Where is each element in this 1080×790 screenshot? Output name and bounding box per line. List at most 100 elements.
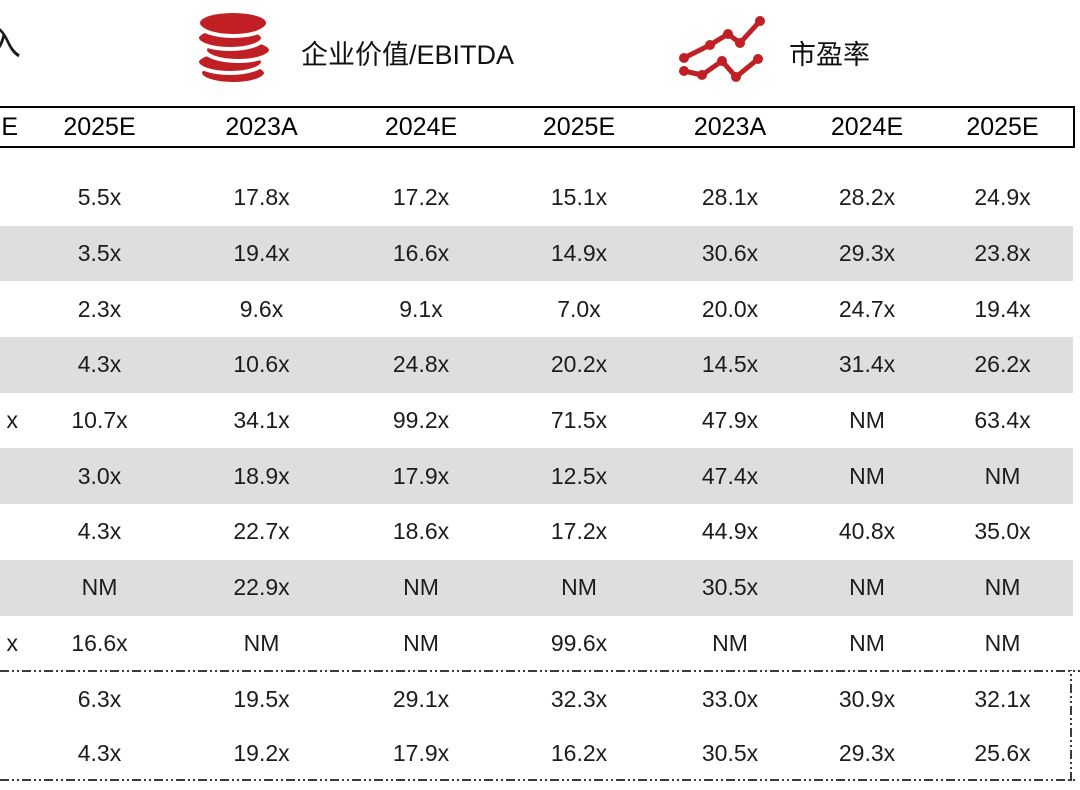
table-cell: 63.4x (974, 407, 1031, 434)
table-cell: 18.9x (233, 462, 290, 489)
table-cell: 5.5x (77, 184, 122, 211)
table-cell: NM (984, 462, 1021, 489)
table-cell: NM (403, 629, 439, 656)
table-cell: 16.6x (71, 629, 128, 656)
column-header: 2025E (966, 112, 1039, 141)
table-cell: 99.6x (550, 629, 608, 656)
column-header: 2024E (384, 112, 458, 141)
table-cell: 33.0x (701, 685, 759, 712)
table-cell: 32.1x (974, 685, 1031, 712)
table-cell: 31.4x (838, 351, 896, 378)
table-cell: 17.9x (392, 462, 450, 489)
table-cell: 24.9x (974, 184, 1031, 211)
dashed-border-right (1070, 670, 1072, 781)
table-cell: 9.1x (399, 295, 443, 322)
table-cell: 14.9x (550, 240, 608, 267)
table-cell: NM (243, 629, 280, 656)
table-cell: 9.6x (239, 295, 284, 322)
line-chart-icon (679, 16, 765, 82)
table-cell: 16.2x (550, 739, 608, 766)
table-row: 4.3x 19.2x 17.9x 16.2x 30.5x 29.3x 25.6x (0, 726, 1073, 780)
table-cell: 17.9x (392, 739, 450, 766)
table-cell: 32.3x (550, 685, 608, 712)
table-row: 3.5x 19.4x 16.6x 14.9x 30.6x 29.3x 23.8x (0, 225, 1073, 282)
table-cell: 99.2x (392, 407, 450, 434)
row-shade-band (0, 337, 1073, 393)
table-cell: NM (984, 574, 1021, 601)
table-cell: NM (849, 407, 885, 434)
table-cell: 2.3x (77, 295, 122, 322)
table-cell: 12.5x (550, 462, 608, 489)
table-cell: 4.3x (77, 518, 122, 545)
table-cell: 28.1x (701, 184, 759, 211)
table-cell: NM (984, 629, 1021, 656)
table-cell: 30.5x (701, 739, 759, 766)
column-header: 2024E (830, 112, 904, 141)
table-cell: 17.8x (233, 184, 290, 211)
table-cell: 6.3x (77, 685, 122, 712)
table-cell: 19.5x (233, 685, 290, 712)
table-cell: 3.5x (77, 240, 122, 267)
table-cell: 19.4x (233, 240, 290, 267)
table-cell: NM (849, 574, 885, 601)
table-cell: NM (849, 629, 885, 656)
table-cell: 22.9x (233, 574, 290, 601)
cutoff-cell-fragment: x (6, 407, 19, 434)
column-header: 2025E (542, 112, 616, 141)
table-cell: 15.1x (550, 184, 608, 211)
table-cell: 20.2x (550, 351, 608, 378)
legend-cutoff-fragment: 入 (0, 25, 21, 63)
table-cell: NM (849, 462, 885, 489)
table-cell: 19.2x (233, 739, 290, 766)
table-row: x 16.6x NM NM 99.6x NM NM NM (0, 616, 1073, 672)
header-cutoff-fragment: E (1, 112, 18, 141)
table-cell: 44.9x (701, 518, 759, 545)
table-cell: 30.5x (701, 574, 759, 601)
cutoff-cell-fragment: x (6, 629, 19, 656)
table-cell: 3.0x (77, 462, 122, 489)
table-cell: 24.8x (392, 351, 450, 378)
table-cell: 20.0x (701, 295, 759, 322)
table-cell: 10.6x (233, 351, 290, 378)
row-shade-band (0, 559, 1073, 616)
table-cell: NM (403, 574, 439, 601)
table-cell: 29.3x (838, 739, 896, 766)
table-cell: 16.6x (392, 240, 450, 267)
table-cell: 24.7x (838, 295, 896, 322)
table-row: 6.3x 19.5x 29.1x 32.3x 33.0x 30.9x 32.1x (0, 672, 1073, 726)
table-summary: 6.3x 19.5x 29.1x 32.3x 33.0x 30.9x 32.1x 4.3x 19… (0, 672, 1073, 780)
table-cell: 71.5x (550, 407, 608, 434)
table-body: 5.5x 17.8x 17.2x 15.1x 28.1x 28.2x 24.9x 3.5x 19… (0, 170, 1073, 671)
table-cell: NM (712, 629, 748, 656)
table-cell: 30.9x (838, 685, 896, 712)
table-cell: 26.2x (974, 351, 1031, 378)
table-cell: 17.2x (392, 184, 450, 211)
dashed-divider-top (0, 670, 1080, 672)
table-row: 3.0x 18.9x 17.9x 12.5x 47.4x NM NM (0, 448, 1073, 505)
row-shade-band (0, 225, 1073, 282)
row-shade-band (0, 448, 1073, 505)
coins-icon (196, 12, 270, 86)
table-cell: NM (561, 574, 597, 601)
table-row: 5.5x 17.8x 17.2x 15.1x 28.1x 28.2x 24.9x (0, 170, 1073, 226)
table-cell: 34.1x (233, 407, 290, 434)
table-cell: 7.0x (557, 295, 601, 322)
dashed-divider-bottom (0, 779, 1076, 781)
table-row: 4.3x 10.6x 24.8x 20.2x 14.5x 31.4x 26.2x (0, 337, 1073, 393)
table-header: E 2025E 2023A 2024E 2025E 2023A 2024E 20… (0, 106, 1075, 148)
table-cell: 19.4x (974, 295, 1031, 322)
table-row: 2.3x 9.6x 9.1x 7.0x 20.0x 24.7x 19.4x (0, 281, 1073, 337)
table-row: 4.3x 22.7x 18.6x 17.2x 44.9x 40.8x 35.0x (0, 504, 1073, 560)
column-header: 2025E (63, 112, 136, 141)
column-header: 2023A (225, 112, 298, 141)
legend-label-pe-ratio: 市盈率 (789, 40, 870, 70)
table-row: x 10.7x 34.1x 99.2x 71.5x 47.9x NM 63.4x (0, 393, 1073, 449)
table-row: NM 22.9x NM NM 30.5x NM NM (0, 559, 1073, 616)
table-cell: 18.6x (392, 518, 450, 545)
table-cell: 40.8x (838, 518, 896, 545)
table-cell: 28.2x (838, 184, 896, 211)
table-cell: 22.7x (233, 518, 290, 545)
table-cell: 29.3x (838, 240, 896, 267)
table-cell: NM (81, 574, 118, 601)
